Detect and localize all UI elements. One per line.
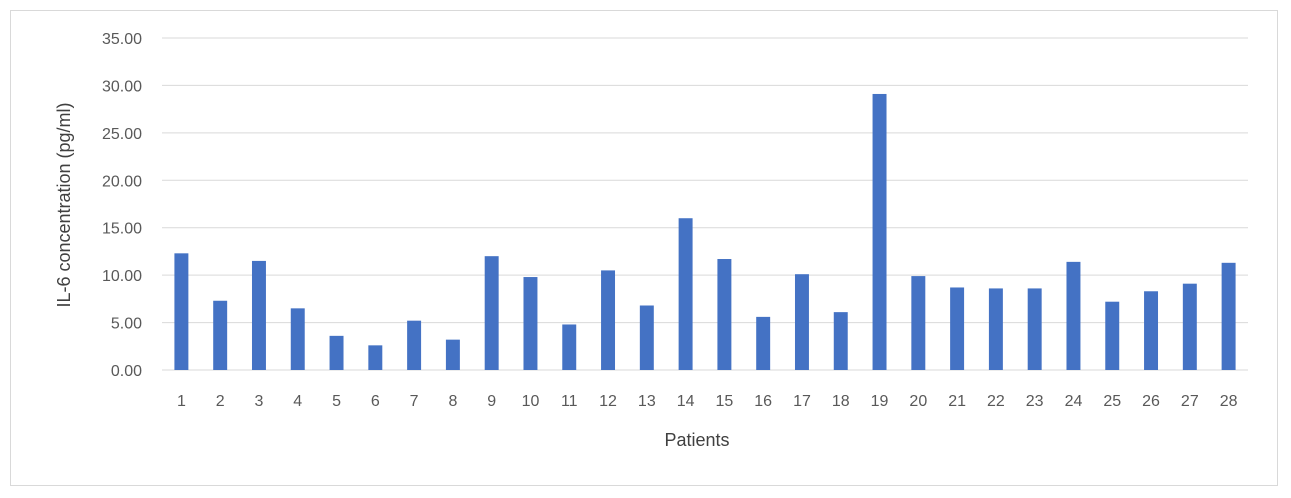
- x-tick-label: 1: [177, 393, 186, 410]
- x-tick-label: 10: [522, 393, 540, 410]
- bar-patient-24: [1066, 261, 1081, 370]
- x-tick-label: 21: [948, 393, 966, 410]
- x-tick-label: 9: [487, 393, 496, 410]
- bar-patient-4: [290, 308, 305, 370]
- x-tick-label: 4: [293, 393, 302, 410]
- x-tick-label: 6: [371, 393, 380, 410]
- x-tick-label: 17: [793, 393, 811, 410]
- x-tick-label: 27: [1181, 393, 1199, 410]
- bar-patient-7: [407, 320, 422, 370]
- x-tick-label: 7: [410, 393, 419, 410]
- bar-patient-21: [950, 287, 965, 370]
- x-tick-label: 8: [448, 393, 457, 410]
- x-tick-label: 19: [871, 393, 889, 410]
- x-tick-label: 13: [638, 393, 656, 410]
- x-tick-label: 3: [255, 393, 264, 410]
- x-tick-label: 28: [1220, 393, 1238, 410]
- y-tick-labels: 0.00 5.00 10.00 15.00 20.00 25.00 30.00 35.00: [102, 31, 142, 380]
- x-tick-label: 25: [1103, 393, 1121, 410]
- bar-patient-14: [678, 218, 693, 370]
- bar-patient-19: [872, 93, 887, 371]
- bar-patient-26: [1144, 291, 1159, 370]
- x-tick-label: 18: [832, 393, 850, 410]
- bar-patient-10: [523, 277, 538, 370]
- bar-patient-16: [756, 316, 771, 370]
- gridlines: [162, 37, 1248, 371]
- bar-patient-22: [988, 288, 1003, 370]
- y-axis-title: IL-6 concentration (pg/ml): [54, 102, 74, 307]
- bar-patient-11: [562, 324, 577, 370]
- bar-patient-23: [1027, 288, 1042, 370]
- bar-patient-13: [639, 305, 654, 370]
- bar-patient-5: [329, 335, 344, 370]
- y-tick-label: 25.00: [102, 126, 142, 143]
- x-tick-labels: 1 2 3 4 5 6 7 8 9 10 11 12 13 14 15 16 17 18 19 20 21 22 23 24 2…: [177, 393, 1238, 410]
- bar-patient-27: [1182, 283, 1197, 370]
- y-tick-label: 5.00: [111, 316, 142, 333]
- y-tick-label: 10.00: [102, 268, 142, 285]
- x-tick-label: 15: [715, 393, 733, 410]
- y-tick-label: 30.00: [102, 78, 142, 95]
- x-tick-label: 23: [1026, 393, 1044, 410]
- x-tick-label: 26: [1142, 393, 1160, 410]
- x-tick-label: 11: [561, 393, 578, 410]
- y-tick-label: 20.00: [102, 173, 142, 190]
- bar-patient-12: [601, 270, 616, 370]
- x-tick-label: 24: [1065, 393, 1083, 410]
- bar-patient-20: [911, 276, 926, 370]
- chart-frame: [10, 10, 1278, 486]
- bars: [174, 93, 1236, 371]
- x-tick-label: 22: [987, 393, 1005, 410]
- y-tick-label: 0.00: [111, 363, 142, 380]
- bar-patient-17: [794, 274, 809, 370]
- x-tick-label: 16: [754, 393, 772, 410]
- y-tick-label: 35.00: [102, 31, 142, 48]
- y-tick-label: 15.00: [102, 221, 142, 238]
- bar-patient-9: [484, 256, 499, 370]
- bar-patient-2: [213, 300, 228, 370]
- bar-patient-15: [717, 259, 732, 370]
- bar-patient-3: [251, 260, 266, 370]
- bar-patient-18: [833, 312, 848, 370]
- bar-patient-25: [1105, 301, 1120, 370]
- bar-patient-1: [174, 253, 189, 370]
- x-tick-label: 12: [599, 393, 617, 410]
- bar-patient-6: [368, 345, 383, 370]
- x-tick-label: 20: [909, 393, 927, 410]
- bar-patient-28: [1221, 262, 1236, 370]
- x-axis-title: Patients: [664, 430, 729, 450]
- x-tick-label: 14: [677, 393, 695, 410]
- x-tick-label: 5: [332, 393, 341, 410]
- x-tick-label: 2: [216, 393, 225, 410]
- bar-patient-8: [445, 339, 460, 370]
